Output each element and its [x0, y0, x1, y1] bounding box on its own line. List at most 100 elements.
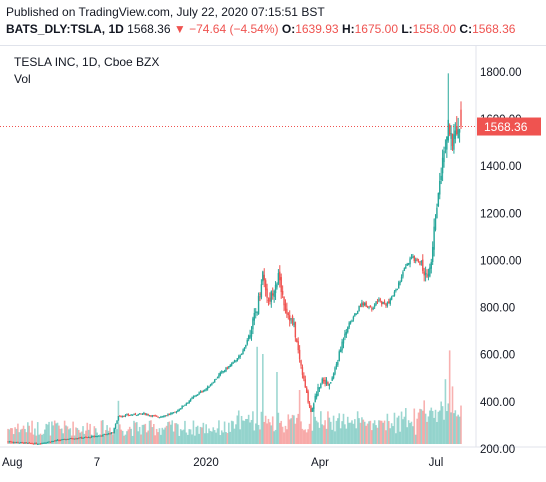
volume-bar	[223, 421, 226, 444]
price-axis[interactable]: 200.00 400.00 600.00 800.00 1000.00 1200.00 14…	[480, 67, 522, 456]
volume-bar	[116, 429, 118, 444]
candle-body	[361, 302, 363, 307]
time-axis[interactable]: Aug 7 2020 Apr Jul	[2, 457, 443, 469]
candle-body	[393, 291, 396, 296]
volume-bar	[192, 420, 195, 444]
candle-body	[405, 266, 407, 269]
candle-body	[413, 255, 415, 261]
volume-bar	[249, 422, 251, 444]
volume-bar	[188, 429, 190, 444]
volume-bar	[148, 420, 151, 444]
volume-bar	[114, 428, 117, 444]
candle-body	[366, 306, 369, 308]
candle-body	[188, 400, 190, 403]
volume-bar	[97, 435, 100, 444]
volume-bar	[434, 409, 437, 444]
last-price: 1568.36	[127, 22, 171, 36]
volume-bar	[119, 424, 121, 444]
volume-bar	[397, 415, 400, 444]
candle-body	[305, 387, 308, 393]
candle-body	[148, 415, 151, 417]
candle-body	[281, 290, 284, 295]
candle-body	[454, 130, 457, 139]
candle-body	[443, 150, 445, 163]
last-price-marker: 1568.36	[0, 117, 541, 136]
candle-body	[170, 413, 172, 415]
candle-body	[253, 312, 256, 321]
volume-bar	[395, 433, 397, 444]
volume-bar	[130, 428, 132, 444]
candle-body	[165, 415, 168, 417]
candle-body	[348, 322, 350, 328]
volume-bar	[246, 418, 249, 444]
volume-bar	[228, 422, 230, 444]
candle-body	[189, 398, 192, 402]
volume-bar	[433, 417, 435, 444]
candle-body	[49, 441, 52, 443]
volume-bar	[373, 420, 376, 444]
candle-body	[240, 353, 243, 356]
volume-bar	[399, 431, 401, 444]
candle-body	[381, 301, 383, 305]
volume-bar	[329, 421, 332, 444]
candle-body	[341, 341, 343, 351]
candle-body	[402, 271, 404, 277]
volume-bar	[113, 427, 115, 444]
volume-bar	[45, 423, 48, 444]
volume-bar	[331, 429, 333, 444]
volume-bar	[141, 424, 144, 444]
volume-bar	[417, 412, 420, 444]
candle-body	[256, 311, 258, 313]
volume-bar	[109, 427, 111, 444]
volume-bar	[400, 411, 403, 444]
volume-bar	[203, 433, 206, 444]
candle-body	[198, 392, 200, 395]
volume-bar	[438, 410, 441, 444]
candle-body	[313, 403, 315, 409]
candle-body	[196, 394, 199, 396]
volume-bar	[140, 434, 142, 444]
candle-body	[114, 423, 117, 429]
volume-bar	[404, 408, 407, 444]
volume-bar	[136, 422, 138, 444]
candle-body	[137, 413, 139, 416]
candle-body	[242, 350, 244, 355]
volume-bar	[410, 421, 413, 444]
candle-body	[283, 296, 285, 306]
price-chart[interactable]: TESLA INC, 1D, Cboe BZX Vol 200.00 400.00…	[0, 46, 546, 482]
volume-bar	[31, 420, 33, 444]
candle-body	[205, 388, 207, 390]
candle-body	[318, 387, 321, 389]
volume-bar	[8, 429, 11, 444]
volume-bar	[274, 429, 277, 444]
volume-bar	[243, 420, 246, 444]
candle-body	[359, 305, 362, 308]
candle-body	[427, 273, 430, 276]
volume-bar	[36, 422, 39, 444]
candle-body	[113, 428, 115, 434]
volume-bar	[11, 428, 14, 444]
chart-area[interactable]: TESLA INC, 1D, Cboe BZX Vol 200.00 400.00…	[0, 45, 546, 482]
candle-body	[146, 414, 148, 416]
candle-body	[371, 308, 373, 310]
candle-body	[78, 438, 80, 440]
candle-body	[117, 416, 120, 421]
volume-bar	[270, 425, 273, 444]
volume-bar	[368, 421, 370, 444]
volume-bar	[72, 421, 74, 444]
volume-bar	[273, 431, 275, 444]
candle-body	[93, 436, 96, 438]
candle-body	[7, 441, 9, 443]
volume-bar	[174, 423, 176, 444]
candle-body	[194, 395, 196, 397]
candle-body	[100, 435, 103, 437]
candle-body	[293, 322, 295, 326]
volume-bar	[162, 429, 165, 444]
candle-body	[178, 409, 180, 411]
volume-bar	[308, 423, 311, 444]
volume-bar	[356, 411, 359, 444]
candle-body	[72, 438, 74, 440]
candle-body	[89, 437, 91, 439]
volume-bar	[257, 424, 260, 444]
volume-bar	[369, 420, 372, 444]
